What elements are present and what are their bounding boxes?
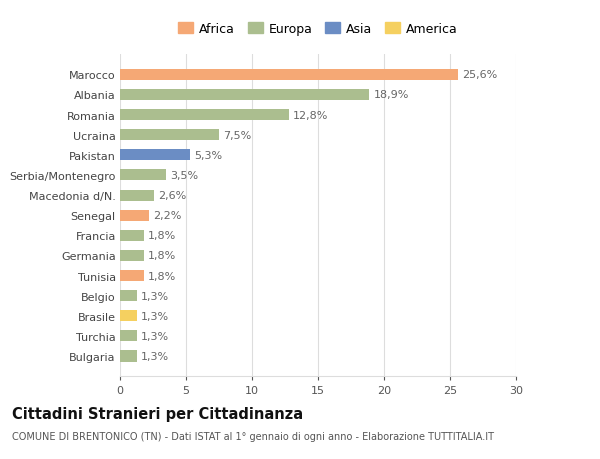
Text: 5,3%: 5,3% [194, 151, 222, 161]
Text: 2,2%: 2,2% [153, 211, 181, 221]
Text: 3,5%: 3,5% [170, 171, 198, 180]
Text: 1,8%: 1,8% [148, 271, 176, 281]
Text: 25,6%: 25,6% [462, 70, 497, 80]
Text: 1,8%: 1,8% [148, 251, 176, 261]
Bar [120, 70, 458, 81]
Bar [120, 330, 137, 341]
Bar [120, 250, 144, 262]
Bar [120, 130, 219, 141]
Bar [120, 110, 289, 121]
Bar [120, 170, 166, 181]
Text: COMUNE DI BRENTONICO (TN) - Dati ISTAT al 1° gennaio di ogni anno - Elaborazione: COMUNE DI BRENTONICO (TN) - Dati ISTAT a… [12, 431, 494, 442]
Bar [120, 150, 190, 161]
Bar [120, 291, 137, 302]
Text: 1,3%: 1,3% [141, 311, 169, 321]
Text: 7,5%: 7,5% [223, 130, 251, 140]
Text: 1,8%: 1,8% [148, 231, 176, 241]
Legend: Africa, Europa, Asia, America: Africa, Europa, Asia, America [178, 23, 458, 36]
Text: 1,3%: 1,3% [141, 331, 169, 341]
Text: 18,9%: 18,9% [373, 90, 409, 100]
Text: 1,3%: 1,3% [141, 291, 169, 301]
Bar [120, 90, 370, 101]
Text: 12,8%: 12,8% [293, 110, 328, 120]
Bar [120, 210, 149, 221]
Text: 2,6%: 2,6% [158, 190, 187, 201]
Bar [120, 311, 137, 322]
Bar [120, 230, 144, 241]
Bar [120, 351, 137, 362]
Text: 1,3%: 1,3% [141, 351, 169, 361]
Bar [120, 190, 154, 201]
Text: Cittadini Stranieri per Cittadinanza: Cittadini Stranieri per Cittadinanza [12, 406, 303, 421]
Bar [120, 270, 144, 281]
